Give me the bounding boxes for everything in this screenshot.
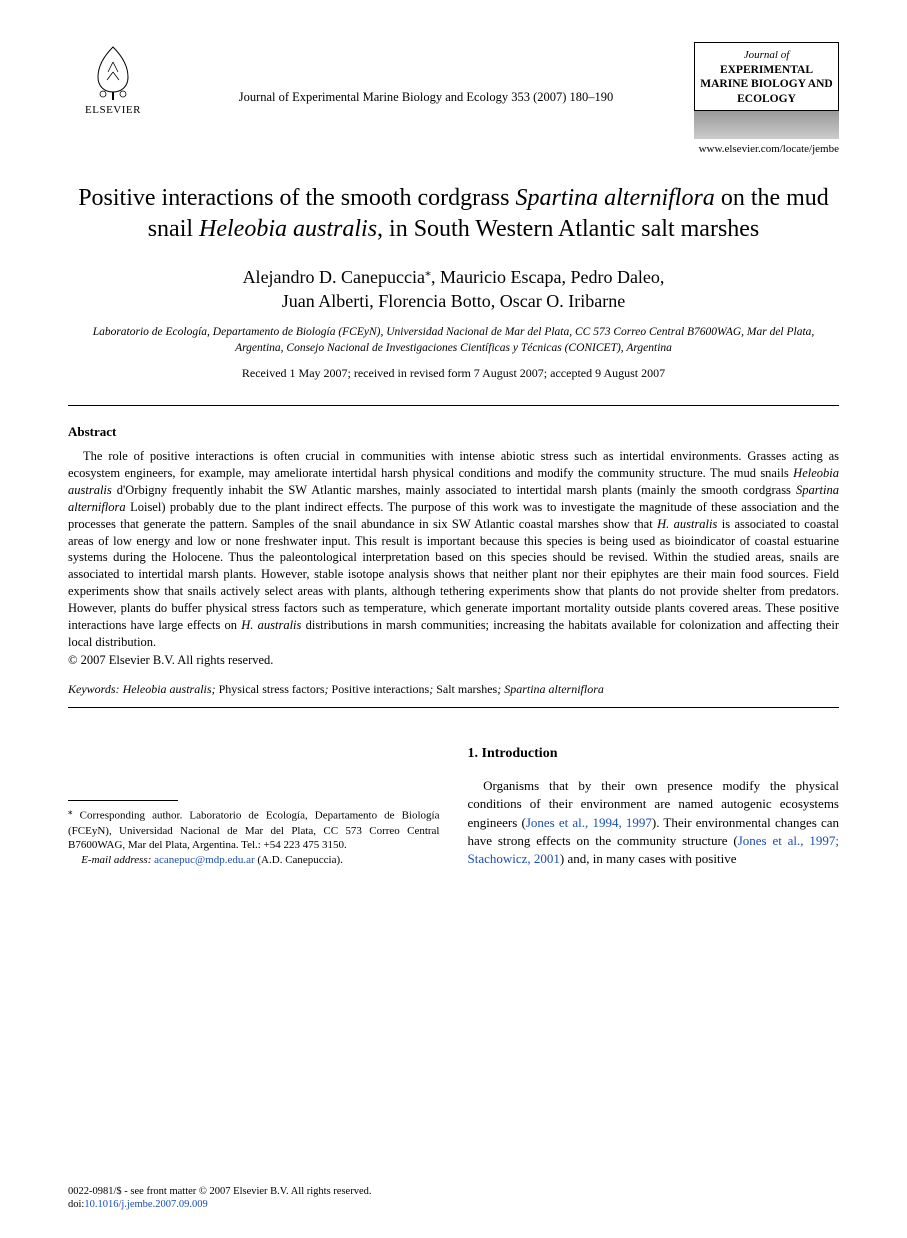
- divider: [68, 405, 839, 406]
- abstract-text: is associated to coastal areas of low en…: [68, 517, 839, 632]
- elsevier-tree-icon: [83, 42, 143, 102]
- title-species-2: Heleobia australis: [199, 216, 377, 242]
- left-column: ⁎ Corresponding author. Laboratorio de E…: [68, 744, 440, 869]
- publisher-logo-block: ELSEVIER: [68, 42, 158, 116]
- abstract-text: d'Orbigny frequently inhabit the SW Atla…: [112, 483, 796, 497]
- title-text: Positive interactions of the smooth cord…: [78, 185, 515, 211]
- journal-reference: Journal of Experimental Marine Biology a…: [158, 42, 694, 105]
- footnote-text: Corresponding author. Laboratorio de Eco…: [68, 810, 440, 852]
- species-name: H. australis: [657, 517, 717, 531]
- publisher-name: ELSEVIER: [85, 104, 141, 116]
- abstract-heading: Abstract: [68, 424, 839, 440]
- article-dates: Received 1 May 2007; received in revised…: [68, 366, 839, 381]
- email-link[interactable]: acanepuc@mdp.edu.ar: [154, 854, 255, 866]
- doi-link[interactable]: 10.1016/j.jembe.2007.09.009: [84, 1199, 207, 1210]
- keyword: Physical stress factors: [219, 682, 325, 696]
- front-matter-line: 0022-0981/$ - see front matter © 2007 El…: [68, 1185, 371, 1199]
- title-species-1: Spartina alterniflora: [515, 185, 714, 211]
- keyword-sep: ;: [325, 682, 332, 696]
- affiliation: Laboratorio de Ecología, Departamento de…: [68, 325, 839, 356]
- abstract-text: The role of positive interactions is oft…: [68, 449, 839, 480]
- journal-title-box: Journal of EXPERIMENTAL MARINE BIOLOGY A…: [694, 42, 839, 111]
- copyright-line: © 2007 Elsevier B.V. All rights reserved…: [68, 653, 839, 668]
- author-name: , Mauricio Escapa, Pedro Daleo,: [431, 267, 664, 287]
- email-attribution: (A.D. Canepuccia).: [255, 854, 343, 866]
- keyword: Salt marshes: [436, 682, 497, 696]
- page-header: ELSEVIER Journal of Experimental Marine …: [68, 42, 839, 155]
- title-text: , in South Western Atlantic salt marshes: [377, 216, 759, 242]
- email-footnote: E-mail address: acanepuc@mdp.edu.ar (A.D…: [68, 853, 440, 868]
- footnote-rule: [68, 800, 178, 801]
- corresponding-footnote: ⁎ Corresponding author. Laboratorio de E…: [68, 805, 440, 853]
- keywords: Keywords: Heleobia australis; Physical s…: [68, 682, 839, 697]
- keywords-label: Keywords:: [68, 682, 120, 696]
- journal-cover-block: Journal of EXPERIMENTAL MARINE BIOLOGY A…: [694, 42, 839, 155]
- right-column: 1. Introduction Organisms that by their …: [468, 744, 840, 869]
- keyword: Heleobia australis: [123, 682, 212, 696]
- body-text: ) and, in many cases with positive: [560, 851, 737, 866]
- article-title: Positive interactions of the smooth cord…: [68, 183, 839, 245]
- intro-paragraph: Organisms that by their own presence mod…: [468, 777, 840, 868]
- email-label: E-mail address:: [81, 854, 151, 866]
- body-columns: ⁎ Corresponding author. Laboratorio de E…: [68, 744, 839, 869]
- journal-title: EXPERIMENTAL MARINE BIOLOGY AND ECOLOGY: [699, 63, 834, 106]
- doi-label: doi:: [68, 1199, 84, 1210]
- species-name: H. australis: [241, 618, 301, 632]
- citation-link[interactable]: Jones et al., 1994, 1997: [526, 815, 652, 830]
- divider: [68, 707, 839, 708]
- keyword: Positive interactions: [332, 682, 430, 696]
- author-name: Juan Alberti, Florencia Botto, Oscar O. …: [282, 291, 625, 311]
- abstract-body: The role of positive interactions is oft…: [68, 448, 839, 651]
- doi-line: doi:10.1016/j.jembe.2007.09.009: [68, 1198, 371, 1212]
- author-list: Alejandro D. Canepuccia⁎, Mauricio Escap…: [68, 264, 839, 314]
- journal-url: www.elsevier.com/locate/jembe: [694, 143, 839, 155]
- keyword: Spartina alterniflora: [504, 682, 604, 696]
- keyword-sep: ;: [212, 682, 219, 696]
- section-heading: 1. Introduction: [468, 744, 840, 764]
- page-footer: 0022-0981/$ - see front matter © 2007 El…: [68, 1185, 371, 1212]
- author-name: Alejandro D. Canepuccia: [243, 267, 425, 287]
- journal-pretitle: Journal of: [699, 49, 834, 61]
- journal-cover-image: [694, 111, 839, 139]
